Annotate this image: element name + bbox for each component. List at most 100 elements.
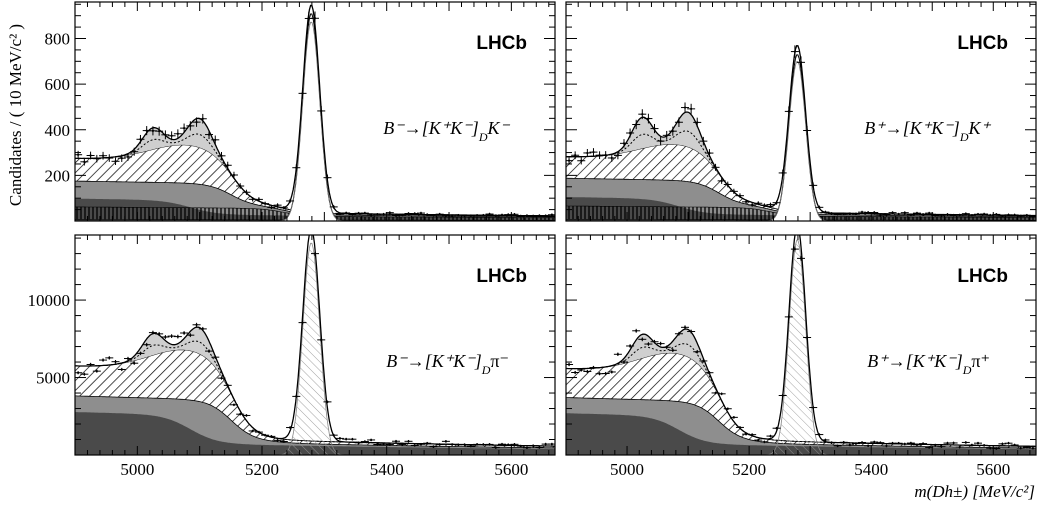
data-point <box>940 214 943 217</box>
data-point <box>696 121 699 124</box>
decay-label: B⁺→[K⁺K⁻]DK⁺ <box>864 118 991 144</box>
y-tick-label: 800 <box>45 30 71 49</box>
data-point <box>616 353 619 356</box>
data-point <box>407 440 410 443</box>
data-point <box>787 110 790 113</box>
data-point <box>763 440 766 443</box>
data-point <box>451 443 454 446</box>
data-point <box>89 363 92 366</box>
data-point <box>763 204 766 207</box>
data-point <box>288 426 292 429</box>
data-point <box>463 443 466 446</box>
data-point <box>641 338 644 341</box>
data-point <box>586 370 589 373</box>
data-point <box>848 443 851 447</box>
data-point <box>647 342 650 346</box>
data-point <box>842 441 845 444</box>
x-tick-label: 5000 <box>610 460 644 479</box>
data-point <box>732 190 735 193</box>
data-point <box>413 444 416 447</box>
data-point <box>463 214 466 218</box>
data-point <box>665 134 668 137</box>
data-point <box>145 343 148 346</box>
data-point <box>419 443 423 446</box>
data-point <box>836 444 839 447</box>
data-point <box>538 214 541 217</box>
x-tick-label: 5200 <box>732 460 766 479</box>
decay-label: B⁺→[K⁺K⁻]Dπ⁺ <box>867 351 990 377</box>
data-point <box>376 213 379 216</box>
data-point <box>239 184 242 188</box>
data-point <box>544 443 547 446</box>
low-mass-peaks-fill <box>75 118 555 216</box>
data-point <box>220 377 223 380</box>
data-point <box>671 349 674 352</box>
data-point <box>793 247 796 251</box>
data-point <box>89 154 92 157</box>
data-point <box>726 183 729 186</box>
low-mass-peaks-fill <box>566 112 1036 216</box>
data-point <box>964 212 967 215</box>
data-point <box>388 211 391 214</box>
data-point <box>903 442 906 446</box>
data-point <box>207 133 211 136</box>
data-point <box>659 342 662 345</box>
data-point <box>860 441 864 444</box>
data-point <box>226 164 229 167</box>
data-point <box>426 442 429 445</box>
data-point <box>799 257 803 260</box>
x-tick-label: 5400 <box>370 460 404 479</box>
data-point <box>995 447 998 450</box>
data-points <box>566 45 1036 218</box>
data-point <box>1013 443 1016 447</box>
data-point <box>879 441 882 444</box>
data-point <box>170 334 173 338</box>
data-point <box>970 443 974 447</box>
data-point <box>952 441 955 445</box>
data-point <box>806 336 809 339</box>
data-point <box>457 214 460 217</box>
data-point <box>915 212 919 215</box>
data-point <box>708 371 711 374</box>
data-point <box>622 360 626 364</box>
data-point <box>550 213 553 216</box>
data-point <box>793 50 796 53</box>
data-point <box>622 142 626 145</box>
data-point <box>653 127 656 130</box>
data-point <box>812 406 815 409</box>
data-point <box>363 211 366 215</box>
data-point <box>934 443 937 447</box>
data-point <box>928 446 931 449</box>
data-point <box>264 434 267 437</box>
data-point <box>513 213 516 216</box>
data-point <box>818 433 821 436</box>
data-point <box>751 203 754 206</box>
data-point <box>257 431 260 434</box>
data-point <box>781 394 784 397</box>
signal-component <box>566 54 1036 221</box>
data-point <box>867 444 870 447</box>
panel-bottom-right: 5000 5200 5400 5600 LHCb B⁺→[K⁺K⁻]Dπ⁺ <box>565 234 1037 479</box>
signal-inner-line <box>566 61 1036 221</box>
data-point <box>251 198 254 201</box>
data-point <box>164 133 167 136</box>
data-point <box>824 438 827 442</box>
data-point <box>370 438 373 442</box>
data-point <box>444 214 448 218</box>
data-point <box>616 154 619 157</box>
data-point <box>1025 214 1028 217</box>
data-point <box>83 373 86 376</box>
data-point <box>382 213 385 216</box>
data-point <box>494 214 497 217</box>
data-point <box>207 350 211 353</box>
data-point <box>332 205 335 209</box>
plot-area <box>75 4 555 221</box>
data-point <box>885 213 888 217</box>
data-point <box>320 338 323 341</box>
data-point <box>500 213 504 217</box>
data-point <box>867 211 870 214</box>
data-point <box>989 214 992 217</box>
data-point <box>964 441 967 444</box>
data-point <box>958 445 961 449</box>
data-point <box>769 203 772 206</box>
